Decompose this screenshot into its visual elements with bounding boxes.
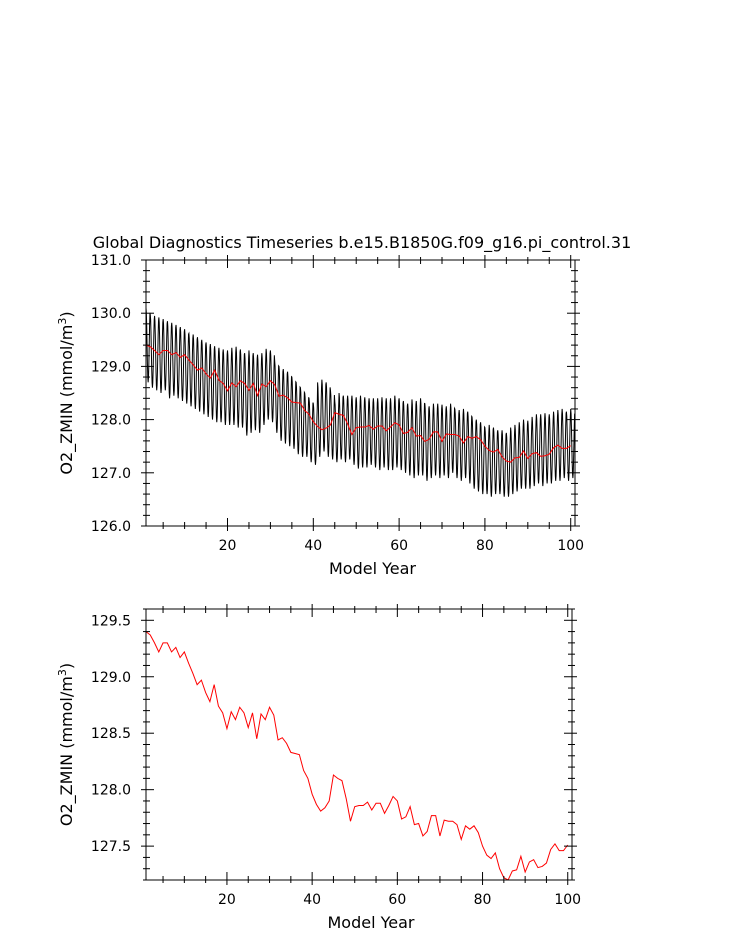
- y-tick-label: 127.0: [91, 466, 131, 482]
- x-tick-label: 40: [304, 538, 322, 554]
- x-tick-label: 20: [219, 538, 237, 554]
- x-tick-label: 60: [388, 892, 406, 908]
- x-tick-label: 80: [474, 892, 492, 908]
- x-tick-label: 100: [557, 538, 584, 554]
- x-tick-label: 40: [303, 892, 321, 908]
- plot-area: [146, 307, 575, 497]
- plot-area: [146, 631, 569, 880]
- x-tick-label: 20: [218, 892, 236, 908]
- x-tick-label: 60: [390, 538, 408, 554]
- y-axis-title: O2_ZMIN (mmol/m3): [56, 311, 78, 474]
- y-tick-label: 129.5: [91, 613, 131, 629]
- annual-mean-series-line: [146, 344, 571, 463]
- y-tick-label: 131.0: [91, 253, 131, 269]
- y-tick-label: 126.0: [91, 519, 131, 535]
- y-tick-label: 128.5: [91, 726, 131, 742]
- y-axis-title: O2_ZMIN (mmol/m3): [56, 663, 78, 826]
- y-tick-label: 128.0: [91, 783, 131, 799]
- y-tick-label: 128.0: [91, 413, 131, 429]
- timeseries-panel-top: 20 40 60 80 100 126.0 127.0 128.0 129.0 130.0 131.…: [56, 253, 585, 578]
- y-tick-label: 129.0: [91, 670, 131, 686]
- y-tick-label: 129.0: [91, 359, 131, 375]
- plot-frame: [145, 259, 576, 527]
- x-tick-label: 100: [554, 892, 581, 908]
- y-tick-label: 127.5: [91, 839, 131, 855]
- x-axis-title: Model Year: [328, 913, 415, 932]
- monthly-series-line: [146, 307, 575, 497]
- y-tick-label: 130.0: [91, 306, 131, 322]
- x-axis-title: Model Year: [329, 559, 416, 578]
- annual-mean-series-line: [146, 631, 569, 880]
- x-tick-label: 80: [476, 538, 494, 554]
- timeseries-panel-bottom: 20 40 60 80 100 127.5 128.0 128.5 129.0 129.5 Mode…: [56, 604, 581, 932]
- figure-title: Global Diagnostics Timeseries b.e15.B185…: [93, 233, 632, 253]
- plot-frame: [145, 608, 573, 881]
